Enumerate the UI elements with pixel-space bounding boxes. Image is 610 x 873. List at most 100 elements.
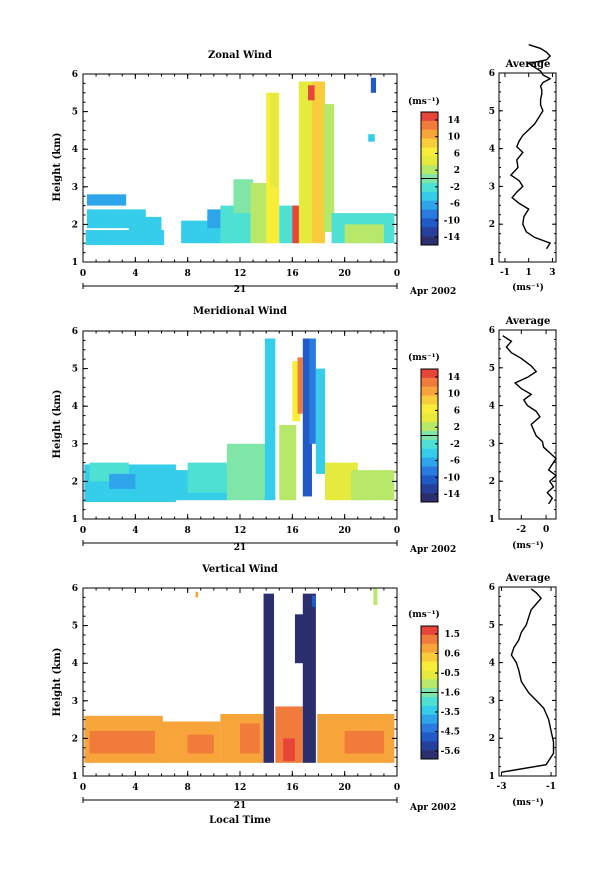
meridional-colorbar-swatch-10 [421,457,438,467]
vertical_avg-ytick-label-1: 2 [489,734,495,744]
vertical-xtick-label-1: 4 [132,783,138,793]
zonal-ytick-label-2: 3 [72,183,78,193]
meridional-xtick-label-1: 4 [132,526,138,536]
vertical-average-xlabel: (ms⁻¹) [512,797,544,808]
zonal-xtick-label-4: 16 [286,269,299,279]
meridional-cell-12 [315,368,326,474]
zonal-average-panel: Average (ms⁻¹) 1 2 3 4 5 6 -1 1 3 [489,44,557,293]
vertical-colorbar-swatch-6 [421,679,438,689]
vertical_avg-ytick-label-4: 5 [489,621,495,631]
vertical-colorbar-tick-0: 1.5 [444,630,460,640]
meridional-date-label: Apr 2002 [409,545,456,555]
vertical_avg-ytick-label-3: 4 [489,659,495,669]
zonal-cell-15 [323,104,335,232]
zonal_avg-profile-line [509,44,552,250]
vertical-xtick-label-6: 0 [394,783,400,793]
vertical-average-panel: Average (ms⁻¹) 1 2 3 4 5 6 -3 -1 [489,573,557,808]
meridional-colorbar-swatch-0 [421,369,438,379]
zonal_avg-frame [498,72,557,263]
meridional-ytick-label-5: 6 [72,327,78,337]
zonal-cell-12 [292,205,301,244]
zonal-colorbar-swatch-3 [421,138,438,148]
zonal-xtick-label-6: 0 [394,269,400,279]
vertical-colorbar-tick-1: 0.6 [444,650,460,660]
zonal-ytick-label-5: 6 [72,70,78,80]
vertical-colorbar-swatch-14 [421,750,438,760]
meridional-colorbar-tick-6: -10 [444,473,460,483]
vertical-colorbar-swatch-12 [421,732,438,742]
vertical-date-label: Apr 2002 [409,803,456,813]
vertical-ytick-label-0: 1 [72,772,78,782]
meridional_avg-ytick-label-3: 4 [489,402,495,412]
zonal-colorbar-unit: (ms⁻¹) [408,96,440,107]
meridional-colorbar-tick-2: 6 [454,406,460,416]
zonal_avg-ytick-label-2: 3 [489,182,495,192]
vertical-xtick-label-4: 16 [286,783,299,793]
vertical-colorbar-swatch-9 [421,705,438,715]
meridional-ytick-label-2: 3 [72,440,78,450]
vertical-ytick-label-4: 5 [72,622,78,632]
meridional-ytick-label-0: 1 [72,515,78,525]
meridional-ytick-label-4: 5 [72,365,78,375]
zonal-colorbar-swatch-14 [421,236,438,246]
vertical_avg-ytick-label-0: 1 [489,772,495,782]
zonal_avg-ytick-label-0: 1 [489,258,495,268]
zonal-ylabel: Height (km) [52,133,63,202]
zonal-colorbar-swatch-12 [421,218,438,228]
vertical-cell-9 [294,614,305,664]
zonal-colorbar-swatch-11 [421,209,438,219]
vertical_avg-frame [498,586,557,777]
zonal-title: Zonal Wind [208,50,272,61]
meridional-title: Meridional Wind [193,306,287,317]
zonal-cell-18 [344,224,384,244]
meridional-colorbar-swatch-12 [421,475,438,485]
vertical-cell-5 [240,723,260,754]
zonal-ytick-label-4: 5 [72,108,78,118]
vertical_avg-xtick-label-1: -1 [546,782,556,792]
vertical-colorbar-tick-6: -5.6 [441,747,460,757]
vertical_avg-ytick-label-5: 6 [489,583,495,593]
zonal-colorbar-swatch-0 [421,112,438,122]
zonal-average-xlabel: (ms⁻¹) [512,282,544,293]
zonal-colorbar-swatch-10 [421,200,438,210]
vertical-colorbar-unit: (ms⁻¹) [408,609,440,620]
zonal-ytick-label-3: 4 [72,145,78,155]
vertical-colorbar-tick-5: -4.5 [441,728,460,738]
zonal-cell-13 [298,81,312,244]
meridional-colorbar-swatch-1 [421,377,438,388]
meridional-cell-9 [297,357,303,414]
zonal_avg-xtick-label-0: -1 [500,268,510,278]
zonal-colorbar-tick-6: -10 [444,216,460,226]
zonal-colorbar-tick-1: 10 [447,133,460,143]
meridional-cell-6 [264,338,276,501]
vertical-xtick-label-5: 20 [338,783,351,793]
zonal-colorbar-tick-4: -2 [450,183,460,193]
meridional-colorbar-swatch-14 [421,493,438,503]
zonal_avg-ytick-label-1: 2 [489,220,495,230]
meridional-cell-2 [109,473,136,489]
vertical-cell-8 [283,738,295,761]
zonal-xtick-label-0: 0 [80,269,86,279]
vertical-day-label: 21 [234,801,247,811]
meridional_avg-xtick-label-1: 0 [543,525,549,535]
meridional_avg-ytick-label-5: 6 [489,326,495,336]
meridional-cell-5 [226,443,267,501]
meridional_avg-xtick-label-0: -2 [516,525,526,535]
zonal-colorbar-swatch-2 [421,129,438,139]
meridional-colorbar-tick-7: -14 [444,490,460,500]
zonal-colorbar-tick-0: 14 [447,116,460,126]
zonal-colorbar-swatch-9 [421,191,438,201]
vertical-colorbar-tick-4: -3.5 [441,708,460,718]
meridional_avg-profile-line [502,335,558,505]
vertical-cell-3 [187,734,214,754]
zonal-ytick-label-0: 1 [72,258,78,268]
vertical-xtick-label-0: 0 [80,783,86,793]
vertical-cell-13 [195,591,199,598]
meridional-xtick-label-2: 8 [185,526,191,536]
meridional-xtick-label-0: 0 [80,526,86,536]
vertical-cell-15 [373,588,378,605]
vertical-ytick-label-3: 4 [72,659,78,669]
